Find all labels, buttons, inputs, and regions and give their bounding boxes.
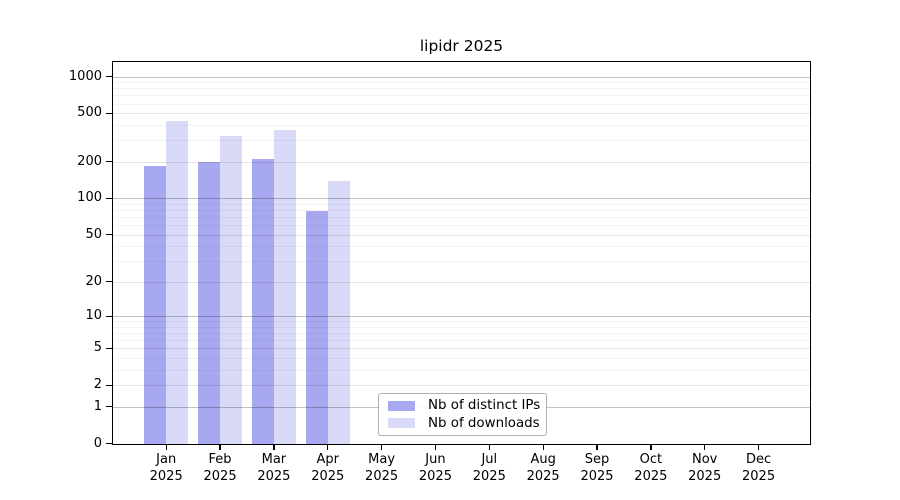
x-tick-mark xyxy=(273,445,275,450)
y-tick-label: 50 xyxy=(85,226,102,242)
gridline-50 xyxy=(113,234,810,236)
gridline-400 xyxy=(113,125,810,127)
gridline-5 xyxy=(113,348,810,350)
gridline-70 xyxy=(113,217,810,219)
gridline-40 xyxy=(113,246,810,248)
x-tick-mark xyxy=(596,445,598,450)
gridline-8 xyxy=(113,326,810,328)
x-tick-label-nov: Nov 2025 xyxy=(688,452,722,484)
gridline-30 xyxy=(113,261,810,263)
y-tick-mark xyxy=(106,315,113,317)
y-tick-label: 100 xyxy=(77,190,102,206)
y-tick-mark xyxy=(106,281,113,283)
x-tick-label-mar: Mar 2025 xyxy=(257,452,291,484)
x-tick-label-may: May 2025 xyxy=(365,452,399,484)
legend-label-downloads: Nb of downloads xyxy=(428,415,540,431)
bar-downloads-feb xyxy=(220,136,243,444)
x-tick-label-dec: Dec 2025 xyxy=(742,452,776,484)
y-tick-label: 5 xyxy=(93,340,102,356)
y-tick-label: 1000 xyxy=(68,68,102,84)
gridline-80 xyxy=(113,210,810,212)
gridline-100 xyxy=(113,198,810,200)
gridline-60 xyxy=(113,225,810,227)
gridline-800 xyxy=(113,88,810,90)
bar-distinct-ips-apr xyxy=(305,211,328,444)
legend-swatch-downloads-icon xyxy=(388,418,415,429)
x-tick-label-aug: Aug 2025 xyxy=(526,452,560,484)
x-tick-label-jan: Jan 2025 xyxy=(149,452,183,484)
bar-distinct-ips-jan xyxy=(144,166,167,444)
x-tick-mark xyxy=(542,445,544,450)
y-tick-mark xyxy=(106,197,113,200)
x-tick-mark xyxy=(327,445,329,450)
gridline-6 xyxy=(113,340,810,342)
y-tick-mark xyxy=(106,442,113,445)
x-tick-mark xyxy=(434,445,437,450)
legend-item-distinct-ips: Nb of distinct IPs xyxy=(385,398,540,413)
x-tick-mark xyxy=(650,445,652,450)
y-tick-mark xyxy=(106,406,113,408)
bar-downloads-apr xyxy=(327,181,350,444)
gridline-10 xyxy=(113,316,810,318)
bar-distinct-ips-mar xyxy=(251,159,274,444)
y-tick-label: 20 xyxy=(85,273,102,289)
x-tick-mark xyxy=(704,445,706,450)
y-tick-label: 10 xyxy=(85,308,102,324)
x-tick-mark xyxy=(757,445,760,450)
y-tick-label: 1 xyxy=(93,398,102,414)
y-tick-mark xyxy=(106,112,113,114)
y-tick-mark xyxy=(106,347,113,350)
gridline-900 xyxy=(113,82,810,84)
x-tick-label-apr: Apr 2025 xyxy=(311,452,345,484)
bar-downloads-mar xyxy=(273,130,296,444)
plot-area xyxy=(113,62,810,444)
bar-downloads-jan xyxy=(166,121,189,444)
x-tick-label-feb: Feb 2025 xyxy=(203,452,237,484)
gridline-700 xyxy=(113,95,810,97)
gridline-90 xyxy=(113,203,810,205)
gridline-200 xyxy=(113,161,810,163)
x-tick-label-sep: Sep 2025 xyxy=(580,452,614,484)
x-tick-mark xyxy=(488,445,490,450)
chart-title: lipidr 2025 xyxy=(419,37,504,55)
legend-item-downloads: Nb of downloads xyxy=(385,416,540,431)
gridline-600 xyxy=(113,103,810,105)
legend-swatch-distinct-ips-icon xyxy=(388,400,415,411)
gridline-4 xyxy=(113,358,810,359)
y-tick-mark xyxy=(106,234,113,236)
legend-label-distinct-ips: Nb of distinct IPs xyxy=(428,398,541,414)
gridline-500 xyxy=(113,113,810,115)
x-tick-label-jul: Jul 2025 xyxy=(472,452,506,484)
gridline-300 xyxy=(113,140,810,142)
y-tick-label: 500 xyxy=(77,105,102,121)
legend: Nb of distinct IPs Nb of downloads xyxy=(378,393,547,436)
y-tick-label: 2 xyxy=(93,377,102,393)
y-tick-label: 200 xyxy=(77,153,102,169)
gridline-1000 xyxy=(113,76,810,78)
gridline-3 xyxy=(113,369,810,371)
gridline-7 xyxy=(113,333,810,335)
x-tick-mark xyxy=(381,445,383,450)
gridline-9 xyxy=(113,321,810,323)
gridline-20 xyxy=(113,281,810,283)
y-tick-label: 0 xyxy=(93,435,102,451)
y-tick-mark xyxy=(106,75,113,78)
gridline-2 xyxy=(113,385,810,387)
x-tick-mark xyxy=(165,445,167,450)
y-tick-mark xyxy=(106,161,113,163)
x-tick-label-oct: Oct 2025 xyxy=(634,452,668,484)
y-tick-mark xyxy=(106,384,113,386)
x-tick-mark xyxy=(219,445,221,450)
bar-distinct-ips-feb xyxy=(198,162,221,444)
x-tick-label-jun: Jun 2025 xyxy=(418,452,452,484)
